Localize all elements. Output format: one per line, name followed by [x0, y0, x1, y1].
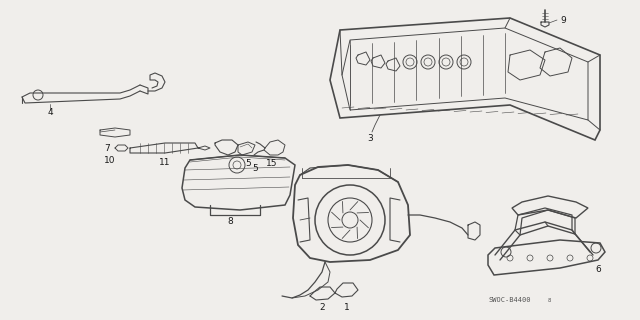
Text: 10: 10 — [104, 156, 116, 164]
Text: 1: 1 — [344, 303, 350, 313]
Text: 3: 3 — [367, 133, 373, 142]
Text: 7: 7 — [104, 143, 110, 153]
Text: 8: 8 — [227, 218, 233, 227]
Text: SWOC-B4400: SWOC-B4400 — [488, 297, 531, 303]
Text: 11: 11 — [159, 157, 171, 166]
Text: 6: 6 — [595, 266, 601, 275]
Text: 4: 4 — [47, 108, 53, 116]
Text: 2: 2 — [319, 303, 325, 313]
Text: 15: 15 — [266, 158, 278, 167]
Text: 9: 9 — [560, 15, 566, 25]
Text: 5: 5 — [245, 158, 251, 167]
Text: 5: 5 — [252, 164, 258, 172]
Text: 8: 8 — [548, 298, 551, 302]
